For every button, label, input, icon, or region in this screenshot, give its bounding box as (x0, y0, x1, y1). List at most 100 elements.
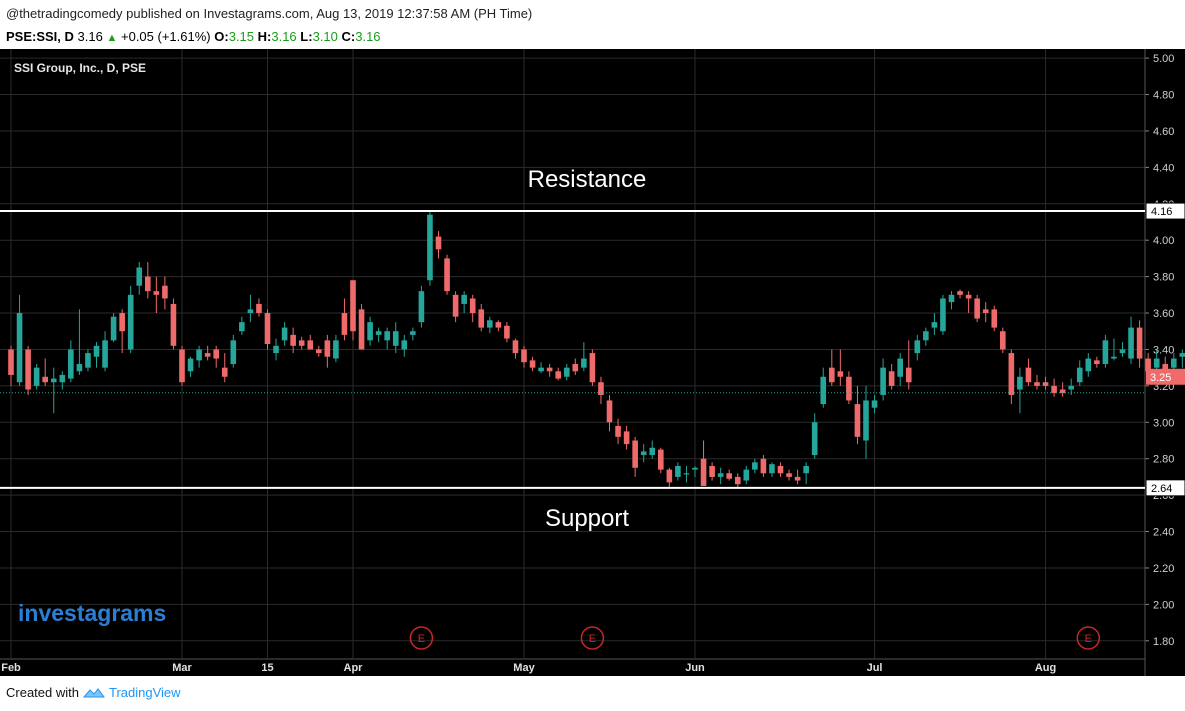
candle-body[interactable] (16, 313, 23, 383)
candle-body[interactable] (811, 422, 818, 456)
candle-body[interactable] (863, 400, 869, 441)
candle-body[interactable] (1094, 360, 1100, 365)
candle-body[interactable] (1000, 331, 1006, 350)
candle-body[interactable] (598, 382, 604, 395)
candle-body[interactable] (940, 298, 946, 332)
candle-body[interactable] (658, 449, 664, 470)
candle-body[interactable] (504, 325, 510, 339)
candle-body[interactable] (145, 276, 151, 292)
candle-body[interactable] (683, 473, 690, 475)
candle-body[interactable] (50, 378, 57, 383)
candle-body[interactable] (1119, 349, 1126, 354)
candle-body[interactable] (469, 298, 476, 314)
candle-body[interactable] (871, 400, 878, 408)
candle-body[interactable] (1042, 382, 1049, 386)
candle-body[interactable] (418, 291, 425, 323)
candle-body[interactable] (153, 291, 160, 295)
candle-body[interactable] (1145, 358, 1151, 372)
candle-body[interactable] (786, 473, 792, 477)
candle-body[interactable] (213, 349, 219, 359)
candle-body[interactable] (427, 214, 433, 281)
candle-body[interactable] (221, 367, 228, 377)
candle-body[interactable] (529, 360, 536, 368)
candle-body[interactable] (495, 322, 502, 328)
candle-body[interactable] (1017, 376, 1023, 390)
candle-body[interactable] (487, 320, 493, 328)
candle-body[interactable] (162, 285, 168, 299)
candle-body[interactable] (1128, 327, 1134, 359)
candle-body[interactable] (829, 367, 835, 383)
candle-body[interactable] (589, 353, 596, 383)
candle-body[interactable] (401, 340, 408, 350)
candle-body[interactable] (8, 349, 14, 375)
candle-body[interactable] (769, 464, 775, 474)
candle-body[interactable] (854, 404, 861, 437)
candle-body[interactable] (68, 349, 74, 379)
candle-body[interactable] (273, 345, 279, 354)
candle-body[interactable] (521, 349, 527, 363)
candle-body[interactable] (512, 340, 519, 354)
candle-body[interactable] (914, 340, 921, 354)
candle-body[interactable] (196, 349, 202, 361)
candle-body[interactable] (187, 358, 194, 372)
candle-body[interactable] (392, 331, 399, 346)
candle-body[interactable] (375, 331, 382, 335)
candle-body[interactable] (957, 291, 963, 295)
candle-body[interactable] (606, 400, 613, 423)
candle-body[interactable] (897, 358, 903, 377)
candle-body[interactable] (444, 258, 450, 292)
candle-body[interactable] (991, 309, 998, 328)
candle-body[interactable] (324, 340, 331, 357)
candle-body[interactable] (170, 303, 177, 346)
candle-body[interactable] (640, 451, 647, 456)
candle-body[interactable] (965, 294, 972, 299)
candle-body[interactable] (982, 309, 989, 314)
candle-body[interactable] (1153, 358, 1160, 368)
candle-body[interactable] (1008, 353, 1015, 395)
candle-body[interactable] (709, 465, 715, 477)
candle-body[interactable] (358, 309, 365, 350)
candle-body[interactable] (717, 473, 724, 477)
candle-body[interactable] (247, 309, 254, 314)
candle-body[interactable] (734, 476, 741, 485)
candle-body[interactable] (905, 367, 912, 383)
candle-body[interactable] (25, 349, 31, 390)
candle-body[interactable] (880, 367, 886, 395)
candle-body[interactable] (700, 458, 707, 487)
candle-body[interactable] (538, 367, 544, 372)
tradingview-link[interactable]: TradingView (108, 685, 181, 700)
candle-body[interactable] (820, 376, 827, 405)
candle-body[interactable] (777, 465, 784, 474)
candle-body[interactable] (752, 462, 758, 470)
candle-body[interactable] (204, 353, 211, 357)
candle-body[interactable] (110, 316, 117, 341)
candle-body[interactable] (136, 267, 143, 286)
candle-body[interactable] (1085, 358, 1092, 372)
candle-body[interactable] (239, 322, 245, 332)
candle-body[interactable] (1102, 340, 1109, 365)
candle-body[interactable] (59, 374, 66, 383)
candle-body[interactable] (666, 469, 673, 483)
candle-body[interactable] (794, 476, 801, 481)
candle-body[interactable] (692, 467, 698, 470)
candle-body[interactable] (888, 371, 895, 386)
candle-body[interactable] (33, 367, 40, 386)
candle-body[interactable] (923, 331, 929, 341)
candle-body[interactable] (632, 440, 638, 468)
candle-body[interactable] (410, 331, 416, 335)
candle-body[interactable] (290, 334, 296, 346)
earnings-marker-icon[interactable] (1076, 626, 1101, 650)
candle-body[interactable] (546, 367, 553, 372)
candle-body[interactable] (102, 340, 108, 368)
candle-body[interactable] (1051, 385, 1057, 394)
candle-body[interactable] (307, 340, 314, 350)
candle-body[interactable] (461, 294, 467, 304)
candle-body[interactable] (1179, 353, 1185, 357)
candle-body[interactable] (837, 371, 844, 377)
candle-body[interactable] (230, 340, 237, 365)
candle-body[interactable] (264, 313, 271, 344)
candle-body[interactable] (298, 340, 305, 346)
candle-body[interactable] (384, 331, 390, 341)
candle-body[interactable] (127, 294, 134, 350)
candle-body[interactable] (93, 345, 100, 357)
